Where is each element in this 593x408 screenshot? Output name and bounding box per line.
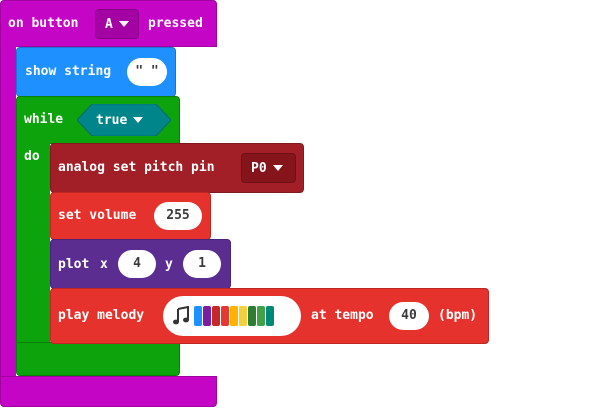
chevron-down-icon (272, 165, 283, 171)
while-block-spine (16, 143, 50, 348)
condition-hexagon[interactable] (77, 104, 171, 136)
button-dropdown[interactable]: A (95, 9, 139, 39)
plot-x-input[interactable]: 4 (118, 250, 156, 278)
plot-y-input[interactable]: 1 (183, 250, 221, 278)
melody-note-1 (194, 306, 202, 326)
melody-note-3 (212, 306, 220, 326)
show-string-input[interactable]: " " (127, 58, 167, 86)
event-block-spine (0, 46, 16, 380)
melody-note-9 (266, 306, 274, 326)
plot-label: plot (58, 257, 90, 272)
music-note-icon (173, 306, 189, 325)
chevron-down-icon (118, 21, 129, 27)
event-block-footer (0, 376, 217, 407)
melody-editor[interactable] (163, 296, 301, 336)
melody-note-8 (257, 306, 265, 326)
tempo-input[interactable]: 40 (389, 302, 429, 330)
volume-input[interactable]: 255 (154, 202, 202, 230)
set-volume-label: set volume (58, 208, 137, 223)
melody-note-2 (203, 306, 211, 326)
show-string-label: show string (25, 64, 112, 79)
melody-note-6 (239, 306, 247, 326)
melody-note-5 (230, 306, 238, 326)
event-suffix-label: pressed (148, 16, 203, 31)
melody-preview (194, 306, 274, 326)
play-melody-label: play melody (58, 308, 145, 323)
analog-pitch-label: analog set pitch pin (58, 160, 215, 175)
event-prefix-label: on button (8, 16, 79, 31)
pin-dropdown[interactable]: P0 (241, 153, 296, 183)
melody-note-4 (221, 306, 229, 326)
tempo-unit-label: (bpm) (438, 308, 478, 323)
tempo-label: at tempo (311, 308, 374, 323)
button-dropdown-value: A (105, 16, 113, 32)
melody-note-7 (248, 306, 256, 326)
do-label: do (24, 149, 40, 164)
chevron-down-icon (133, 117, 144, 123)
while-label: while (24, 112, 64, 127)
pin-dropdown-value: P0 (251, 160, 267, 176)
plot-x-label: x (100, 257, 108, 272)
while-block-footer (16, 342, 180, 376)
plot-y-label: y (165, 257, 173, 272)
condition-dropdown[interactable]: true (96, 110, 156, 130)
condition-value: true (96, 112, 128, 128)
